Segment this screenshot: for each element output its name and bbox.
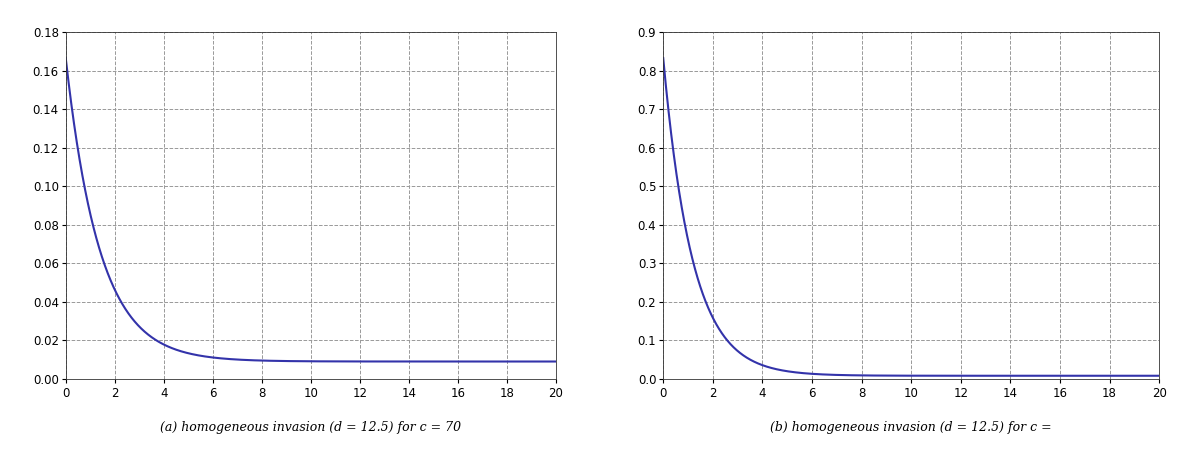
Text: (b) homogeneous invasion (d = 12.5) for c =: (b) homogeneous invasion (d = 12.5) for … <box>771 421 1052 434</box>
Text: (a) homogeneous invasion (d = 12.5) for c = 70: (a) homogeneous invasion (d = 12.5) for … <box>160 421 461 434</box>
